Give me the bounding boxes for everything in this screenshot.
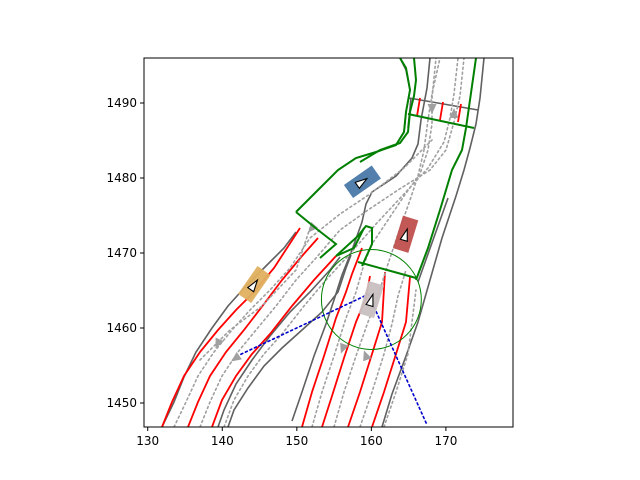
- direction-arrow: [231, 352, 242, 362]
- lane-boundary: [301, 247, 363, 427]
- ego-vehicle: [358, 280, 384, 319]
- x-tick-label: 160: [360, 434, 383, 448]
- lane-boundary: [321, 275, 371, 427]
- agent-red: [393, 215, 419, 253]
- focus-circle: [320, 249, 422, 350]
- heading-arrow-icon: [246, 278, 259, 293]
- lane-centerline: [199, 58, 465, 427]
- lane-centerline: [173, 139, 433, 427]
- route-outline: [335, 224, 373, 267]
- y-tick-label: 1470: [106, 246, 137, 260]
- plot-area: [161, 58, 485, 427]
- direction-arrow: [449, 108, 459, 118]
- x-tick-label: 170: [434, 434, 457, 448]
- lane-boundary: [187, 237, 319, 427]
- lane-boundary: [211, 255, 337, 427]
- lane-centerline: [311, 58, 437, 427]
- heading-arrow-icon: [365, 292, 374, 308]
- x-tick-label: 150: [285, 434, 308, 448]
- route-outline: [407, 113, 475, 129]
- lane-boundary: [457, 103, 462, 123]
- y-tick-label: 1490: [106, 96, 137, 110]
- lane-centerline: [383, 289, 417, 427]
- route-outline: [357, 261, 417, 279]
- route-outline: [295, 211, 338, 259]
- lane-boundary: [416, 97, 421, 117]
- x-tick-label: 140: [211, 434, 234, 448]
- direction-arrow: [363, 350, 372, 362]
- x-tick-label: 130: [136, 434, 159, 448]
- lane-boundary: [161, 227, 301, 427]
- direction-arrow: [215, 337, 224, 349]
- lane-centerline: [199, 227, 311, 361]
- heading-arrow-icon: [354, 177, 369, 190]
- road-edge: [381, 58, 485, 427]
- plot-frame: [143, 57, 514, 428]
- road-edge: [217, 256, 341, 427]
- y-tick-label: 1480: [106, 171, 137, 185]
- road-edge: [291, 58, 431, 422]
- road-edge: [161, 231, 297, 427]
- heading-arrow-icon: [399, 227, 408, 243]
- route-outline: [415, 58, 477, 281]
- lane-boundary: [439, 101, 444, 121]
- route-outline: [335, 227, 365, 257]
- axes: 130 140 150 160 170 1450 1460 1470 1480 1490: [106, 96, 457, 448]
- planned-trajectory: [240, 293, 429, 427]
- lane-boundary: [347, 271, 386, 427]
- road-edge: [227, 254, 352, 427]
- direction-arrow: [427, 104, 437, 114]
- y-tick-label: 1460: [106, 321, 137, 335]
- road-edge: [417, 197, 449, 283]
- agent-yellow: [238, 265, 271, 304]
- route-outline: [359, 58, 418, 163]
- lane-centerline: [223, 58, 459, 427]
- direction-arrow: [340, 342, 349, 354]
- agent-blue: [343, 165, 381, 199]
- y-tick-label: 1450: [106, 396, 137, 410]
